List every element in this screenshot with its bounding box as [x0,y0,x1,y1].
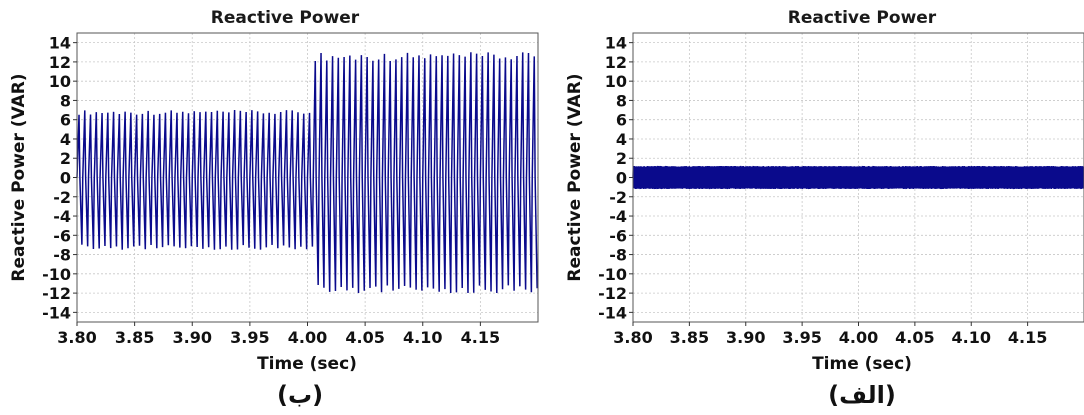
y-tick-label: 6 [60,111,71,130]
y-tick-label: -12 [598,284,627,303]
x-tick-label: 4.10 [952,328,991,347]
x-tick-label: 4.10 [403,328,442,347]
chart-title: Reactive Power [211,8,360,28]
y-tick-label: 0 [616,169,627,188]
y-tick-label: 12 [605,53,627,72]
x-tick-label: 3.90 [173,328,212,347]
y-tick-label: -4 [609,207,627,226]
x-tick-label: 4.15 [461,328,500,347]
x-tick-label: 3.95 [230,328,269,347]
y-tick-label: -10 [598,265,627,284]
y-tick-label: 10 [605,72,627,91]
y-tick-label: 2 [60,149,71,168]
y-tick-label: 2 [616,149,627,168]
y-tick-label: -8 [609,246,627,265]
x-tick-label: 3.80 [57,328,96,347]
series-line [632,165,1084,190]
y-tick-label: 10 [49,72,71,91]
chart-title: Reactive Power [788,8,937,28]
y-tick-label: -10 [42,265,71,284]
x-tick-label: 4.15 [1008,328,1047,347]
y-axis-label: Reactive Power (VAR) [9,73,29,281]
panel-caption: (ب) [277,381,323,409]
y-tick-label: 4 [616,130,627,149]
y-tick-label: -14 [598,303,627,322]
x-tick-label: 3.80 [613,328,652,347]
panel-caption: (الف) [828,381,896,409]
y-tick-label: -12 [42,284,71,303]
y-tick-label: -2 [53,188,71,207]
series-line [76,52,538,294]
x-tick-label: 4.00 [288,328,327,347]
y-tick-label: 0 [60,169,71,188]
x-tick-label: 4.00 [839,328,878,347]
x-tick-label: 3.85 [115,328,154,347]
x-tick-label: 4.05 [895,328,934,347]
y-tick-label: -2 [609,188,627,207]
y-axis-label: Reactive Power (VAR) [565,73,585,281]
y-tick-label: 6 [616,111,627,130]
y-tick-label: 12 [49,53,71,72]
x-axis-label: Time (sec) [812,354,912,374]
x-tick-label: 3.85 [670,328,709,347]
y-tick-label: 4 [60,130,71,149]
x-tick-label: 4.05 [345,328,384,347]
y-tick-label: -6 [53,226,71,245]
y-tick-label: 8 [616,91,627,110]
y-tick-label: -4 [53,207,71,226]
x-tick-label: 3.95 [782,328,821,347]
y-tick-label: 14 [49,34,71,53]
y-tick-label: 8 [60,91,71,110]
y-tick-label: -6 [609,226,627,245]
y-tick-label: -8 [53,246,71,265]
x-tick-label: 3.90 [726,328,765,347]
x-axis-label: Time (sec) [257,354,357,374]
y-tick-label: 14 [605,34,627,53]
y-tick-label: -14 [42,303,71,322]
